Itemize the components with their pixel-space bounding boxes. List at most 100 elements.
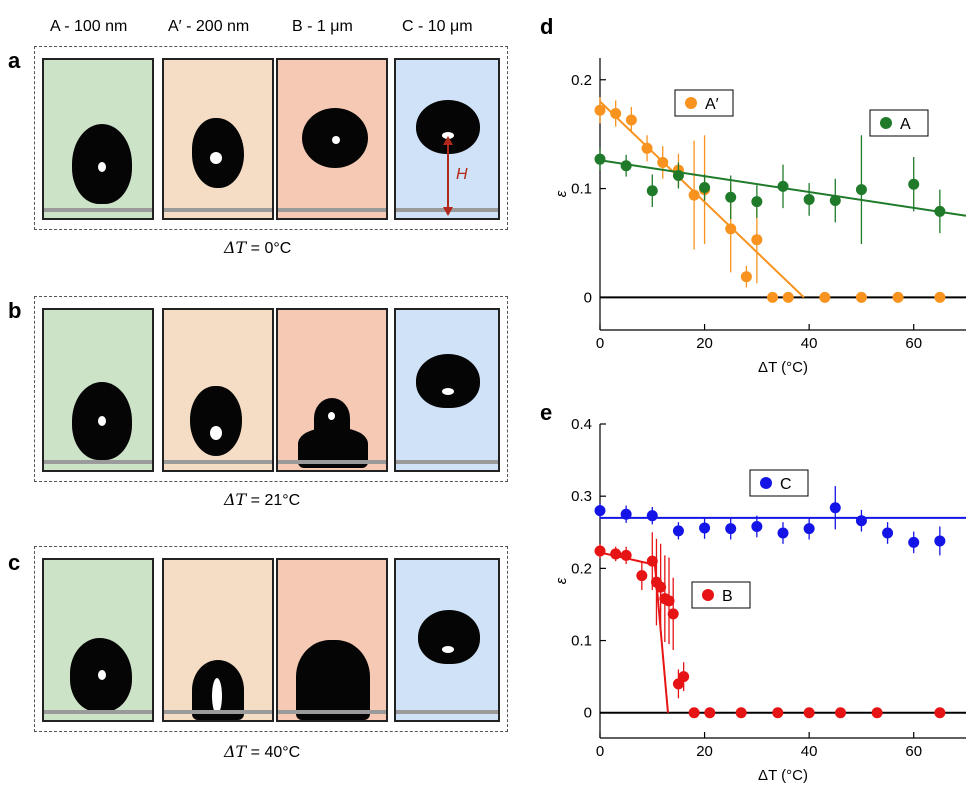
- substrate: [44, 460, 152, 464]
- x-tick-label: 0: [596, 335, 604, 352]
- tile-a-prime-0: [162, 58, 274, 220]
- droplet-highlight: [442, 646, 454, 653]
- data-point: [782, 291, 794, 303]
- tile-b-0: [276, 58, 388, 220]
- y-tick-label: 0: [584, 289, 592, 306]
- legend-marker: [702, 589, 714, 601]
- tile-c-40: [394, 558, 500, 722]
- data-point: [672, 525, 684, 537]
- y-tick-label: 0.4: [571, 416, 592, 433]
- data-point: [871, 707, 883, 719]
- data-point: [667, 608, 679, 620]
- data-point: [934, 205, 946, 217]
- data-point: [835, 707, 847, 719]
- fit-line-A′: [599, 100, 805, 299]
- caption-var: ΔT: [224, 490, 247, 509]
- x-tick-label: 20: [696, 335, 713, 352]
- panel-letter-d: d: [540, 14, 554, 39]
- droplet-highlight: [328, 412, 335, 420]
- droplet-highlight: [212, 678, 222, 714]
- legend-label: B: [722, 588, 733, 605]
- caption-rest: = 21°C: [246, 492, 301, 509]
- data-point: [829, 502, 841, 514]
- height-label: H: [456, 166, 468, 183]
- substrate: [278, 208, 386, 212]
- caption-var: ΔT: [224, 238, 247, 257]
- data-point: [829, 195, 841, 207]
- substrate: [44, 208, 152, 212]
- data-point: [892, 291, 904, 303]
- data-point: [641, 142, 653, 154]
- data-point: [751, 521, 763, 533]
- droplet-highlight: [98, 162, 106, 172]
- data-point: [678, 671, 690, 683]
- data-point: [908, 178, 920, 190]
- data-point: [740, 271, 752, 283]
- droplet-highlight: [98, 670, 106, 680]
- tile-a-prime-21: [162, 308, 274, 472]
- data-point: [777, 180, 789, 192]
- data-point: [855, 291, 867, 303]
- droplet-highlight: [332, 136, 340, 144]
- legend-marker: [760, 477, 772, 489]
- x-tick-label: 60: [905, 335, 922, 352]
- substrate: [164, 208, 272, 212]
- substrate: [164, 710, 272, 714]
- panel-letter-c: c: [8, 550, 21, 575]
- data-point: [620, 508, 632, 520]
- panel-c-caption: ΔT = 40°C: [224, 742, 300, 762]
- data-point: [803, 707, 815, 719]
- x-tick-label: 40: [801, 335, 818, 352]
- data-point: [610, 548, 622, 560]
- tile-b-21: [276, 308, 388, 472]
- data-point: [882, 527, 894, 539]
- x-axis-label: ΔT (°C): [758, 767, 808, 784]
- legend-label: A′: [705, 96, 719, 113]
- data-point: [594, 545, 606, 557]
- caption-rest: = 40°C: [246, 744, 301, 761]
- chart-e: 0 20 40 60 0 0.1 0.2 0.3 0.4 ΔT (°C) ε C B: [553, 416, 966, 784]
- data-point: [751, 196, 763, 208]
- data-point: [646, 185, 658, 197]
- data-point: [725, 523, 737, 535]
- legend-marker: [880, 117, 892, 129]
- y-tick-label: 0.2: [571, 72, 592, 89]
- panel-a-caption: ΔT = 0°C: [224, 238, 291, 258]
- data-point: [646, 510, 658, 522]
- data-point: [594, 104, 606, 116]
- fit-line-B: [599, 551, 669, 713]
- data-point: [636, 570, 648, 582]
- panel-c-frame: [34, 546, 508, 732]
- tile-c-21: [394, 308, 500, 472]
- data-point: [610, 107, 622, 119]
- data-point: [646, 555, 658, 567]
- column-header-a-prime: A′ - 200 nm: [168, 18, 250, 35]
- substrate: [396, 710, 498, 714]
- data-point: [657, 156, 669, 168]
- data-point: [934, 707, 946, 719]
- panel-letter-a: a: [8, 48, 21, 73]
- tile-c-0: H: [394, 58, 500, 220]
- y-axis-label: ε: [553, 577, 570, 584]
- tile-a-prime-40: [162, 558, 274, 722]
- droplet: [416, 354, 480, 408]
- legend-box: [749, 469, 809, 497]
- panel-letter-e: e: [540, 400, 553, 425]
- data-point: [934, 535, 946, 547]
- substrate: [396, 460, 498, 464]
- x-tick-label: 40: [801, 743, 818, 760]
- data-point: [772, 707, 784, 719]
- data-point: [625, 114, 637, 126]
- data-point: [672, 170, 684, 182]
- y-tick-label: 0: [584, 705, 592, 722]
- y-tick-label: 0.3: [571, 488, 592, 505]
- data-point: [620, 549, 632, 561]
- tile-a-40: [42, 558, 154, 722]
- droplet-highlight: [210, 152, 222, 164]
- y-tick-label: 0.2: [571, 560, 592, 577]
- y-tick-label: 0.1: [571, 181, 592, 198]
- chart-d: 0 20 40 60 0 0.1 0.2 ΔT (°C) ε A′ A: [553, 58, 966, 376]
- height-arrow: [443, 136, 453, 216]
- data-point: [699, 522, 711, 534]
- droplet: [296, 640, 370, 720]
